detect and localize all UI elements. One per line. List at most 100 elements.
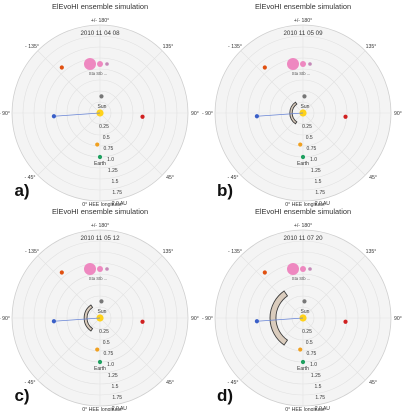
legend-marker-small (105, 267, 109, 271)
radial-tick-label: 1.0 (310, 157, 317, 163)
body-venus (298, 142, 303, 147)
legend-marker-small (308, 267, 312, 271)
angle-label-top-left: - 135° (25, 249, 39, 255)
x-axis-label: 0° HEE longitude (285, 202, 325, 208)
legend-marker-medium (300, 266, 306, 272)
radial-tick-label: 1.0 (107, 157, 114, 163)
cme-front (269, 290, 289, 346)
body-mercury (302, 94, 307, 99)
angle-label-top: +/- 180° (91, 223, 109, 229)
radial-tick-label: 0.5 (103, 135, 110, 141)
radial-tick-label: 1.5 (112, 179, 119, 185)
radial-tick-label: 1.75 (112, 190, 122, 196)
earth-label: Earth (297, 366, 309, 372)
angle-label-top-left: - 135° (228, 44, 242, 50)
radial-tick-label: 2.0 AU (315, 406, 330, 411)
radial-tick-label: 0.25 (302, 124, 312, 130)
angle-label-top-right: 135° (163, 249, 174, 255)
grid-spoke (99, 112, 163, 176)
angle-label-bottom-right: 45° (166, 175, 174, 181)
body-stereo-a (140, 319, 145, 324)
angle-label-right: 90° (191, 111, 199, 117)
legend-marker-large (287, 263, 299, 275)
grid-spoke (99, 317, 163, 381)
radial-tick-label: 0.75 (104, 146, 114, 152)
sun-label: Sun (98, 309, 107, 315)
x-axis-label: 0° HEE longitude (82, 202, 122, 208)
angle-label-right: 90° (394, 111, 402, 117)
body-mars (59, 65, 64, 70)
legend-marker-large (84, 58, 96, 70)
panel-label: a) (14, 181, 29, 200)
angle-label-bottom-right: 45° (369, 175, 377, 181)
radial-tick-label: 1.0 (107, 362, 114, 368)
grid-spoke (99, 255, 163, 319)
angle-label-bottom-left: - 45° (227, 175, 238, 181)
body-mars (262, 65, 267, 70)
panel-2: ElEvoHI ensemble simulation 2010 11 05 09… (202, 2, 402, 208)
radial-tick-label: 0.25 (302, 329, 312, 335)
body-stereo-a (140, 114, 145, 119)
radial-tick-label: 0.75 (104, 351, 114, 357)
body-earth (300, 359, 306, 365)
legend-marker-small (308, 62, 312, 66)
grid-spoke (240, 112, 304, 176)
radial-tick-label: 1.75 (112, 395, 122, 401)
angle-label-bottom-left: - 45° (227, 380, 238, 386)
angle-label-top-right: 135° (163, 44, 174, 50)
angle-label-bottom-left: - 45° (24, 380, 35, 386)
grid-spoke (240, 255, 304, 319)
earth-label: Earth (297, 161, 309, 167)
angle-label-top: +/- 180° (91, 18, 109, 24)
radial-tick-label: 1.25 (108, 373, 118, 379)
panel-1: ElEvoHI ensemble simulation 2010 11 04 08… (0, 2, 199, 208)
radial-tick-label: 0.75 (307, 146, 317, 152)
radial-tick-label: 0.5 (306, 340, 313, 346)
legend-marker-large (287, 58, 299, 70)
angle-label-bottom-right: 45° (369, 380, 377, 386)
cme-front (289, 101, 298, 125)
grid-spoke (302, 50, 366, 114)
stereo-b-sightline (53, 317, 101, 322)
body-stereo-a (343, 319, 348, 324)
radial-tick-label: 1.75 (315, 190, 325, 196)
angle-label-right: 90° (191, 316, 199, 322)
radial-tick-label: 0.5 (103, 340, 110, 346)
x-axis-label: 0° HEE longitude (285, 407, 325, 411)
grid-spoke (240, 317, 304, 381)
radial-tick-label: 0.5 (306, 135, 313, 141)
angle-label-left: - 90° (202, 316, 213, 322)
legend-label: Sta Stb ... (89, 71, 107, 76)
sun-label: Sun (301, 104, 310, 110)
angle-label-bottom-left: - 45° (24, 175, 35, 181)
body-stereo-a (343, 114, 348, 119)
legend-label: Sta Stb ... (292, 71, 310, 76)
panel-label: d) (217, 386, 233, 405)
body-mercury (99, 299, 104, 304)
chart-title: ElEvoHI ensemble simulation (255, 207, 351, 216)
body-venus (95, 347, 100, 352)
body-mars (262, 270, 267, 275)
body-earth (97, 359, 103, 365)
angle-label-top: +/- 180° (294, 223, 312, 229)
x-axis-label: 0° HEE longitude (82, 407, 122, 411)
body-mercury (302, 299, 307, 304)
angle-label-right: 90° (394, 316, 402, 322)
angle-label-left: - 90° (0, 316, 10, 322)
radial-tick-label: 1.5 (315, 384, 322, 390)
radial-tick-label: 1.5 (112, 384, 119, 390)
grid-spoke (240, 50, 304, 114)
chart-subtitle: 2010 11 04 08 (80, 30, 120, 37)
body-earth (300, 154, 306, 160)
angle-label-top-right: 135° (366, 249, 377, 255)
earth-label: Earth (94, 161, 106, 167)
grid-spoke (302, 255, 366, 319)
legend-marker-medium (300, 61, 306, 67)
body-venus (298, 347, 303, 352)
chart-subtitle: 2010 11 05 12 (80, 235, 120, 242)
body-stereo-b (254, 114, 260, 119)
body-stereo-b (51, 319, 57, 324)
stereo-b-sightline (256, 112, 304, 117)
radial-tick-label: 1.25 (108, 168, 118, 174)
